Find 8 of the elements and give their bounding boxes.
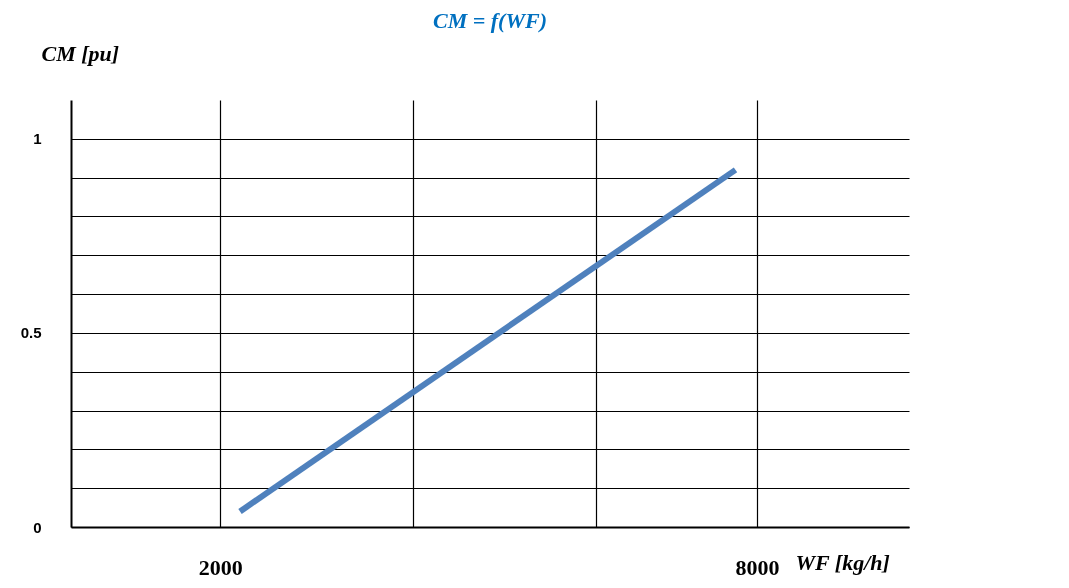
y-tick-label: 1 — [33, 130, 42, 148]
y-tick-label: 0.5 — [20, 324, 42, 342]
y-tick-label: 0 — [33, 518, 42, 536]
y-axis-title: CM [pu] — [41, 40, 120, 66]
x-tick-label: 8000 — [735, 554, 780, 580]
chart-title: CM = f(WF) — [433, 8, 547, 33]
x-tick-label: 2000 — [198, 554, 243, 580]
x-axis-title: WF [kg/h] — [795, 549, 890, 575]
